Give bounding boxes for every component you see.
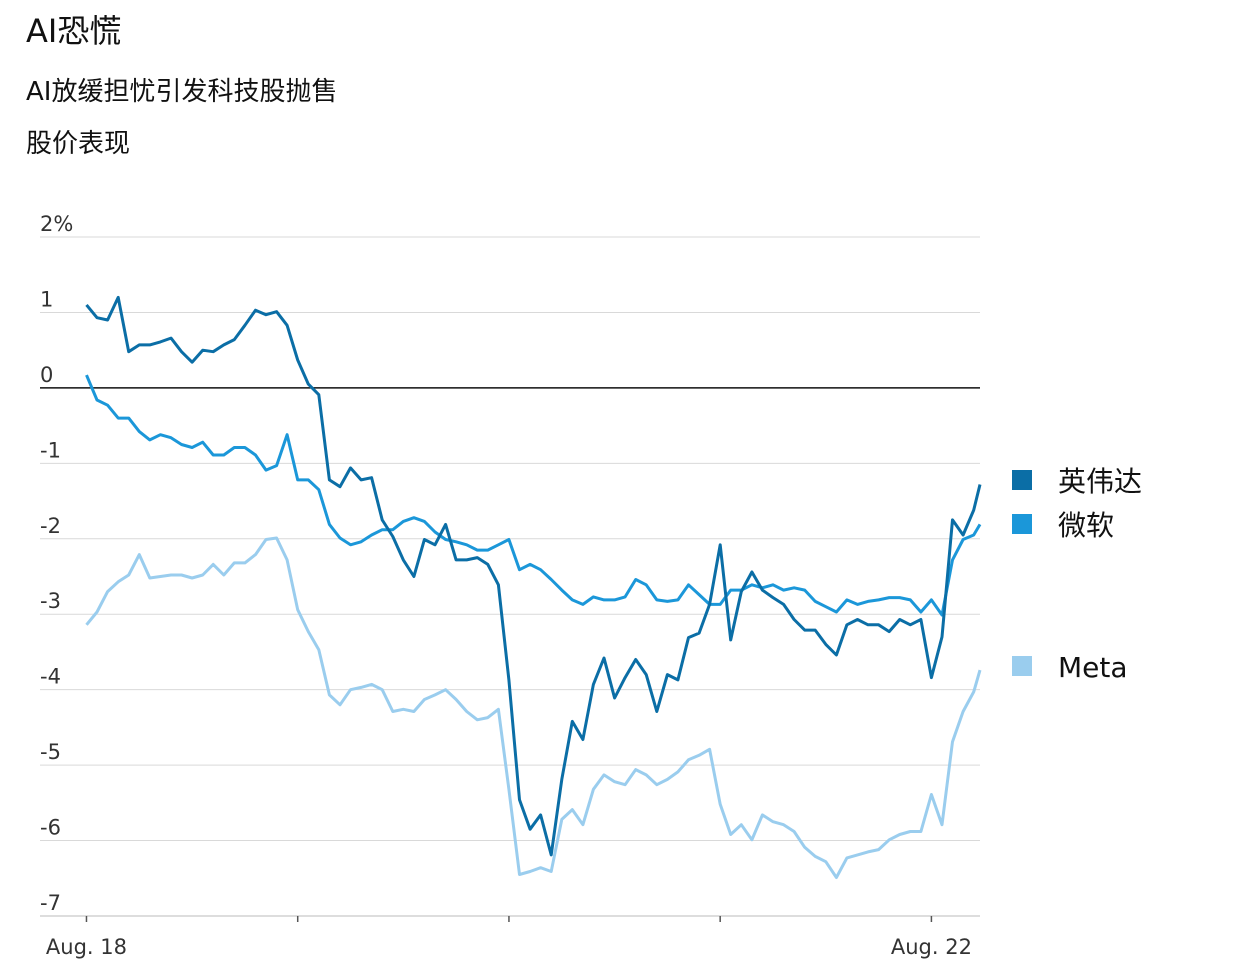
legend-label: Meta [1058,651,1128,684]
chart-title: AI恐慌 [26,12,121,50]
series-line [85,536,982,879]
y-axis-label: 股价表现 [26,129,130,159]
legend-swatch [1012,514,1032,534]
series-line [85,374,982,617]
y-tick-label: -3 [40,589,61,613]
y-tick-label: -6 [40,816,61,840]
x-tick-label: Aug. 18 [46,935,127,959]
y-tick-label: -1 [40,438,61,462]
y-tick-label: -7 [40,891,61,915]
y-tick-label: -5 [40,740,61,764]
legend-swatch [1012,656,1032,676]
y-tick-label: 2% [40,212,73,236]
y-tick-label: 1 [40,287,53,311]
series-line [85,295,982,857]
legend-label: 微软 [1058,509,1114,542]
y-tick-label: -2 [40,514,61,538]
y-tick-label: -4 [40,665,61,689]
chart-subtitle: AI放缓担忧引发科技股抛售 [26,77,337,107]
x-tick-label: Aug. 22 [891,935,972,959]
legend-label: 英伟达 [1058,465,1142,498]
y-tick-label: 0 [40,363,53,387]
legend-swatch [1012,470,1032,490]
